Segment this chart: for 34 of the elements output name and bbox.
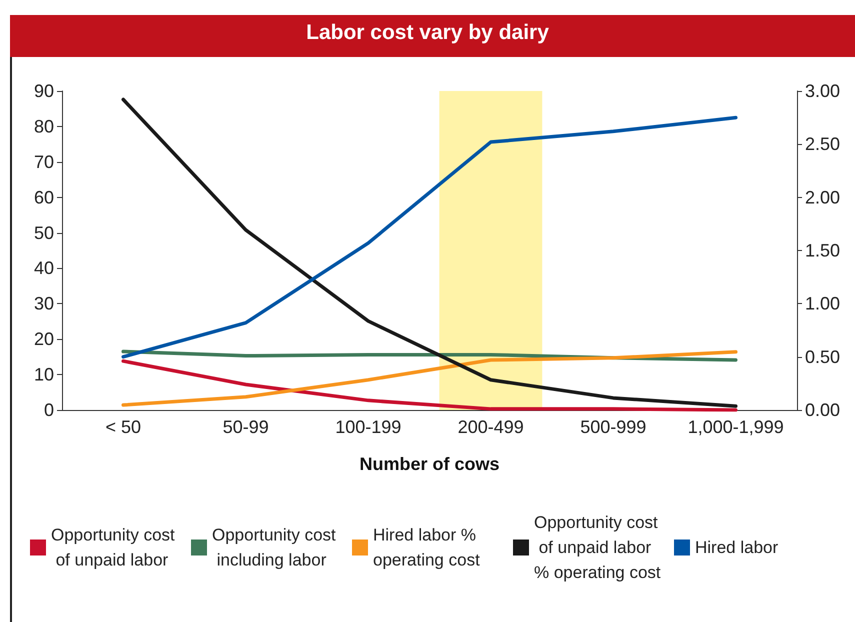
- y2-tick-label: 3.00: [805, 81, 840, 101]
- y2-tick-label: 2.50: [805, 134, 840, 154]
- y-tick-label: 60: [34, 187, 54, 208]
- legend-label: Hired labor % operating cost: [373, 526, 481, 570]
- legend-label: Hired labor: [695, 538, 778, 557]
- y-tick-label: 20: [34, 329, 54, 350]
- legend-label: Opportunity cost including labor: [212, 526, 336, 570]
- y2-tick-label: 2.00: [805, 187, 840, 208]
- y-tick-label: 0: [44, 400, 54, 420]
- y-tick-label: 10: [34, 364, 54, 385]
- y2-tick-label: 1.50: [805, 240, 840, 260]
- x-tick-label: 100-199: [335, 417, 402, 437]
- legend-label: Opportunity cost of unpaid labor: [51, 526, 176, 570]
- x-tick-label: < 50: [105, 417, 142, 437]
- line-series: [122, 359, 738, 412]
- x-tick-label: 200-499: [458, 417, 524, 437]
- line-series: [122, 116, 738, 359]
- y2-tick-label: 0.00: [805, 400, 840, 420]
- y2-tick-label: 1.00: [805, 294, 840, 314]
- y-tick-label: 50: [34, 222, 54, 243]
- legend-label: Opportunity cost of unpaid labor % operating cost: [534, 513, 661, 582]
- x-tick-label: 50-99: [222, 417, 269, 437]
- line-series: [122, 350, 738, 407]
- y-tick-label: 40: [34, 258, 54, 278]
- y-tick-label: 90: [34, 81, 54, 101]
- line-series: [122, 98, 738, 408]
- y-tick-label: 80: [34, 116, 54, 136]
- x-tick-label: 500-999: [580, 417, 646, 437]
- x-axis-title: Number of cows: [359, 454, 500, 474]
- y2-tick-label: 0.50: [805, 346, 840, 367]
- y-tick-label: 30: [34, 294, 54, 314]
- x-tick-label: 1,000-1,999: [688, 417, 784, 437]
- y-tick-label: 70: [34, 152, 54, 172]
- chart-title: Labor cost vary by dairy: [306, 21, 550, 44]
